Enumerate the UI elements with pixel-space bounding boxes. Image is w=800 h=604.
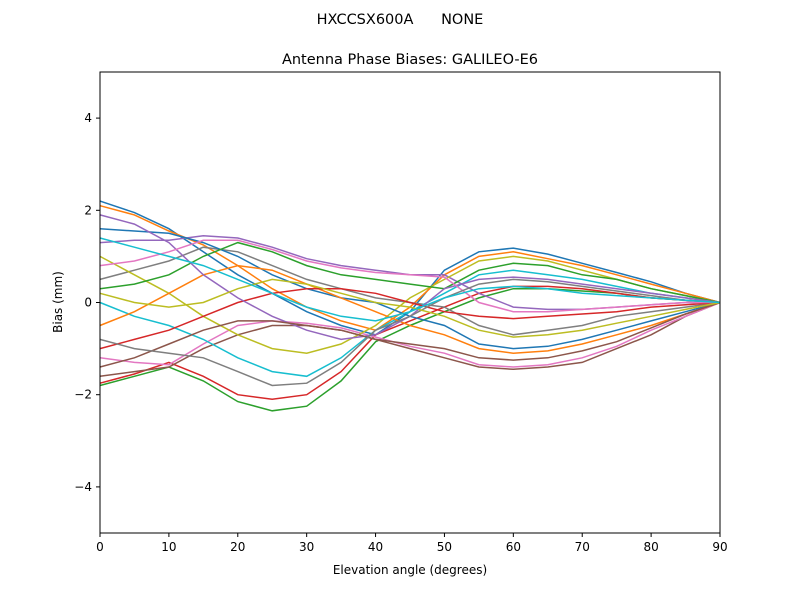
y-tick-label: −2 xyxy=(74,388,92,402)
x-tick-label: 30 xyxy=(299,540,314,554)
y-tick-label: −4 xyxy=(74,480,92,494)
plot-frame xyxy=(99,71,721,534)
series-line-9 xyxy=(99,255,721,354)
y-tick-label: 4 xyxy=(84,111,92,125)
series-line-14 xyxy=(99,287,721,350)
x-axis-label: Elevation angle (degrees) xyxy=(333,563,487,577)
series-line-16 xyxy=(99,301,721,368)
y-tick-label: 0 xyxy=(84,296,92,310)
series-line-19 xyxy=(99,278,721,338)
series-line-17 xyxy=(99,239,720,313)
y-tick-label: 2 xyxy=(84,203,92,217)
series-line-13 xyxy=(99,241,721,304)
series-line-20 xyxy=(99,237,721,322)
chart-suptitle: HXCCSX600A NONE xyxy=(317,12,484,28)
series-line-18 xyxy=(99,278,721,387)
x-tick-label: 20 xyxy=(230,540,245,554)
y-axis-label: Bias (mm) xyxy=(51,271,65,333)
x-tick-label: 0 xyxy=(96,540,104,554)
series-line-10 xyxy=(99,269,721,378)
x-tick-label: 70 xyxy=(575,540,590,554)
axis-ticks: 0 10 20 30 40 50 60 70 80 90 −4 −2 0 2 4 xyxy=(74,111,727,554)
x-tick-label: 10 xyxy=(161,540,176,554)
series-line-6 xyxy=(99,301,721,378)
x-tick-label: 40 xyxy=(368,540,383,554)
series-lines xyxy=(99,200,721,412)
x-tick-label: 80 xyxy=(643,540,658,554)
x-tick-label: 90 xyxy=(712,540,727,554)
chart-title: Antenna Phase Biases: GALILEO-E6 xyxy=(282,52,538,68)
x-tick-label: 50 xyxy=(437,540,452,554)
series-line-7 xyxy=(99,301,721,368)
x-tick-label: 60 xyxy=(506,540,521,554)
series-line-4 xyxy=(99,285,721,401)
